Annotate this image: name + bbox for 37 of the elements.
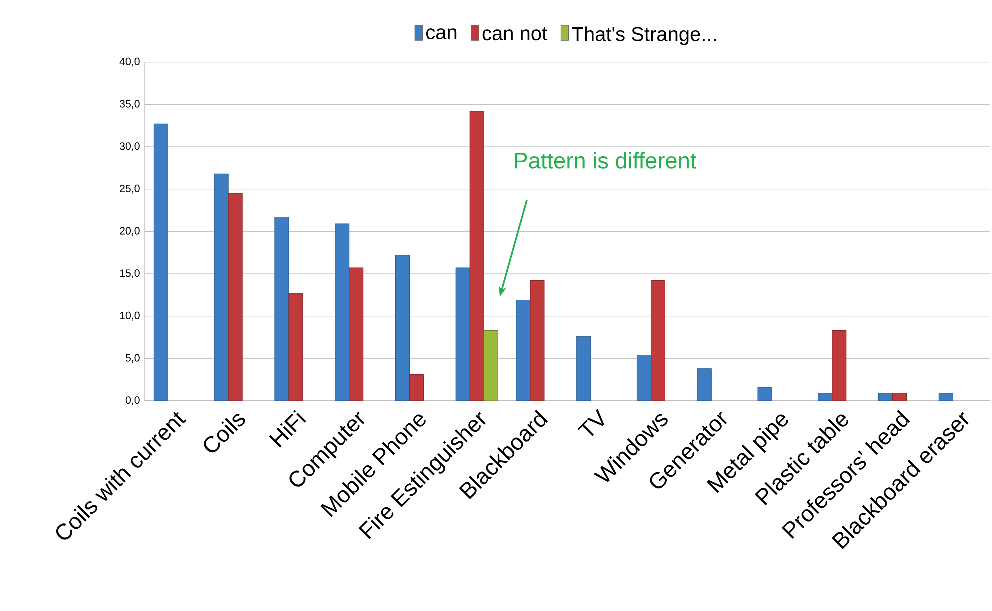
y-tick-label: 10,0: [120, 312, 140, 321]
bar: [409, 374, 424, 402]
bar: [636, 355, 652, 402]
legend-label: can not: [482, 27, 548, 41]
bar: [214, 174, 229, 402]
bar: [274, 217, 290, 402]
bar: [288, 293, 304, 402]
bar: [484, 330, 498, 402]
bar: [335, 224, 350, 402]
bar: [530, 280, 545, 402]
y-tick-label: 25,0: [120, 184, 140, 194]
bar: [938, 393, 954, 402]
bar: [395, 255, 410, 402]
legend-label: That's Strange...: [572, 26, 716, 46]
y-tick-label: 20,0: [120, 227, 140, 236]
bar: [516, 300, 531, 402]
bar: [456, 268, 470, 402]
y-tick-label: 0,0: [126, 396, 140, 406]
y-tick-label: 30,0: [120, 142, 140, 152]
annotation: Pattern is different: [515, 152, 697, 169]
bar: [576, 336, 592, 402]
bar: [470, 111, 484, 402]
bar: [832, 330, 847, 402]
y-tick-label: 15,0: [120, 270, 140, 278]
bar: [892, 393, 908, 402]
y-tick-label: 40,0: [120, 58, 140, 67]
bar: [650, 280, 666, 402]
bar: [349, 268, 364, 402]
bar: [818, 393, 833, 402]
bar: [228, 193, 243, 402]
legend-label: can: [426, 28, 457, 40]
bar: [154, 124, 168, 402]
bar: [878, 393, 894, 402]
y-tick-label: 5,0: [126, 354, 140, 364]
bar: [758, 387, 772, 402]
bar: [697, 368, 712, 402]
y-tick-label: 35,0: [120, 100, 140, 110]
